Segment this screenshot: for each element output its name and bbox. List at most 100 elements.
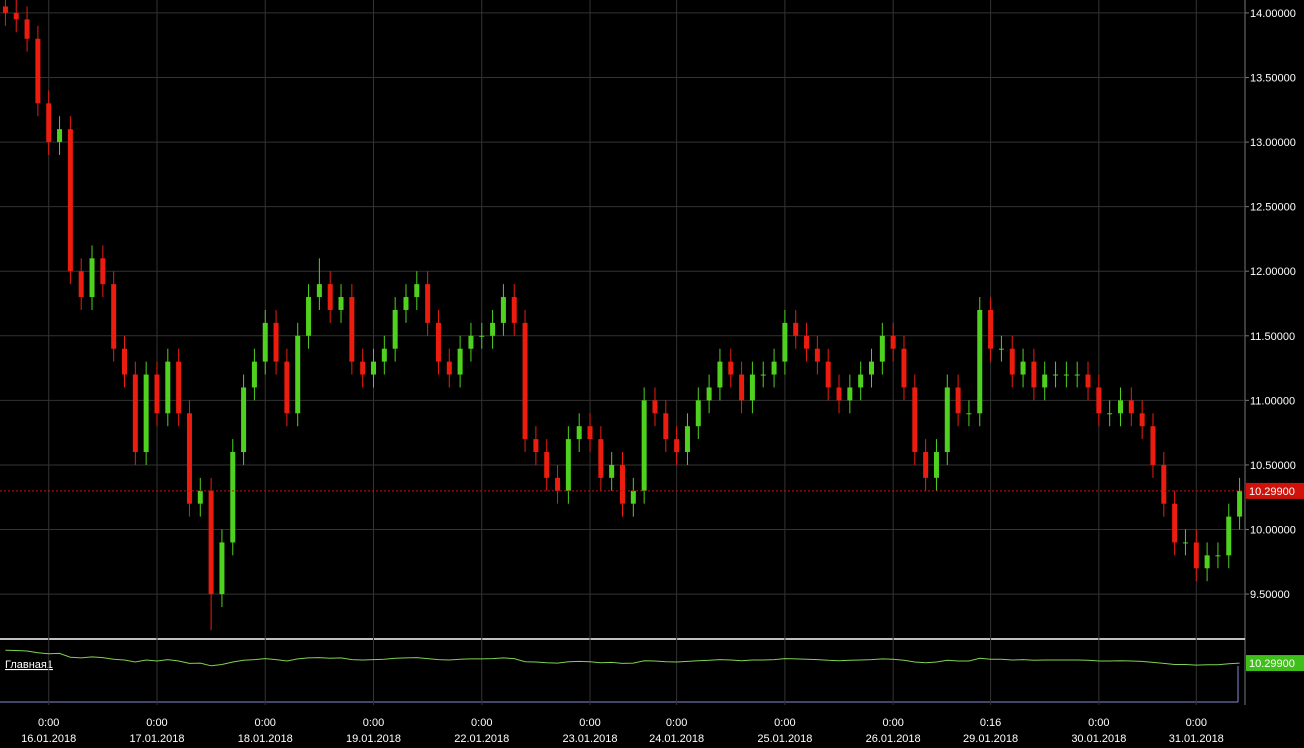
candle-body xyxy=(89,258,95,298)
x-tick-label: 0:00 xyxy=(146,717,167,729)
candle-body xyxy=(555,477,561,491)
candle-body xyxy=(392,309,398,349)
candle-body xyxy=(869,361,874,375)
x-tick-label: 16.01.2018 xyxy=(21,733,76,745)
candle-body xyxy=(739,374,745,401)
candle-body xyxy=(1139,413,1145,427)
candle-body xyxy=(186,413,192,504)
candle-body xyxy=(825,361,831,388)
candle-body xyxy=(425,284,431,323)
y-tick-label: 11.00000 xyxy=(1250,395,1295,407)
navigator-price-box xyxy=(1246,655,1304,672)
candle-body xyxy=(933,452,939,478)
candle-body xyxy=(955,387,961,414)
candle-body xyxy=(912,387,918,453)
candle-body xyxy=(176,361,182,414)
candle-body xyxy=(1063,374,1069,376)
candle-body xyxy=(165,361,171,414)
candle-body xyxy=(479,335,485,337)
candle-body xyxy=(381,348,387,362)
candle-body xyxy=(977,309,983,414)
candle-body xyxy=(67,129,73,272)
candle-body xyxy=(674,439,680,453)
navigator-price-label: 10.29900 xyxy=(1249,658,1295,670)
candle-body xyxy=(988,309,994,349)
current-price-box xyxy=(1246,482,1304,499)
candle-body xyxy=(511,297,517,323)
y-tick-label: 10.50000 xyxy=(1250,460,1296,472)
y-tick-label: 10.00000 xyxy=(1250,525,1296,537)
candle-body xyxy=(262,322,268,362)
candle-body xyxy=(2,6,8,13)
candle-body xyxy=(814,348,820,362)
candle-body xyxy=(111,284,117,349)
candle-body xyxy=(100,258,106,285)
candle-body xyxy=(208,490,214,595)
candle-body xyxy=(1118,400,1123,414)
candle-body xyxy=(1020,361,1026,375)
candle-body xyxy=(35,38,41,104)
candle-body xyxy=(1193,542,1199,569)
candle-body xyxy=(1172,503,1178,543)
candle-body xyxy=(1237,490,1243,517)
y-tick-label: 11.50000 xyxy=(1250,331,1295,343)
candle-body xyxy=(652,400,658,414)
candle-body xyxy=(749,374,755,401)
x-tick-label: 0:00 xyxy=(471,717,492,729)
candle-body xyxy=(13,12,19,20)
candle-body xyxy=(1204,555,1210,569)
x-tick-label: 18.01.2018 xyxy=(238,733,293,745)
x-tick-label: 0:00 xyxy=(363,717,384,729)
candle-body xyxy=(728,361,734,375)
candle-body xyxy=(1074,374,1080,376)
candle-body xyxy=(641,400,647,491)
candle-body xyxy=(522,322,528,440)
candle-body xyxy=(143,374,149,453)
candle-body xyxy=(609,464,615,478)
candle-body xyxy=(316,284,322,298)
candle-body xyxy=(966,413,972,415)
candle-body xyxy=(57,129,63,143)
candle-body xyxy=(197,490,203,504)
candle-body xyxy=(1215,555,1221,557)
candle-body xyxy=(132,374,138,453)
candle-body xyxy=(782,322,788,362)
candle-body xyxy=(879,335,885,362)
candle-body xyxy=(371,361,376,375)
candle-body xyxy=(1053,374,1059,376)
candle-body xyxy=(565,439,571,491)
candle-body xyxy=(1085,374,1091,388)
candle-body xyxy=(901,348,907,388)
candle-body xyxy=(695,400,701,427)
candle-body xyxy=(414,284,420,298)
x-tick-label: 0:00 xyxy=(666,717,687,729)
candle-body xyxy=(587,426,593,440)
candle-body xyxy=(1096,387,1102,414)
navigator-line xyxy=(5,649,1240,667)
candle-body xyxy=(544,452,550,478)
x-tick-label: 0:00 xyxy=(774,717,795,729)
candle-body xyxy=(457,348,463,375)
navigator-label[interactable]: Главная1 xyxy=(5,659,53,671)
candle-body xyxy=(360,361,366,375)
y-tick-label: 13.50000 xyxy=(1250,72,1296,84)
candle-body xyxy=(1128,400,1134,414)
candle-body xyxy=(24,19,30,39)
candle-body xyxy=(251,361,257,388)
x-tick-label: 0:00 xyxy=(579,717,600,729)
candle-body xyxy=(241,387,247,453)
candle-body xyxy=(219,542,225,595)
candle-body xyxy=(663,413,669,440)
x-tick-label: 29.01.2018 xyxy=(963,733,1018,745)
candle-body xyxy=(998,348,1004,350)
candle-body xyxy=(122,348,127,375)
candle-body xyxy=(1042,374,1048,388)
candle-body xyxy=(598,439,604,478)
candle-body xyxy=(1107,413,1113,415)
y-tick-label: 12.00000 xyxy=(1250,266,1296,278)
candle-body xyxy=(847,387,853,401)
candle-body xyxy=(804,335,810,349)
candle-body xyxy=(533,439,539,453)
